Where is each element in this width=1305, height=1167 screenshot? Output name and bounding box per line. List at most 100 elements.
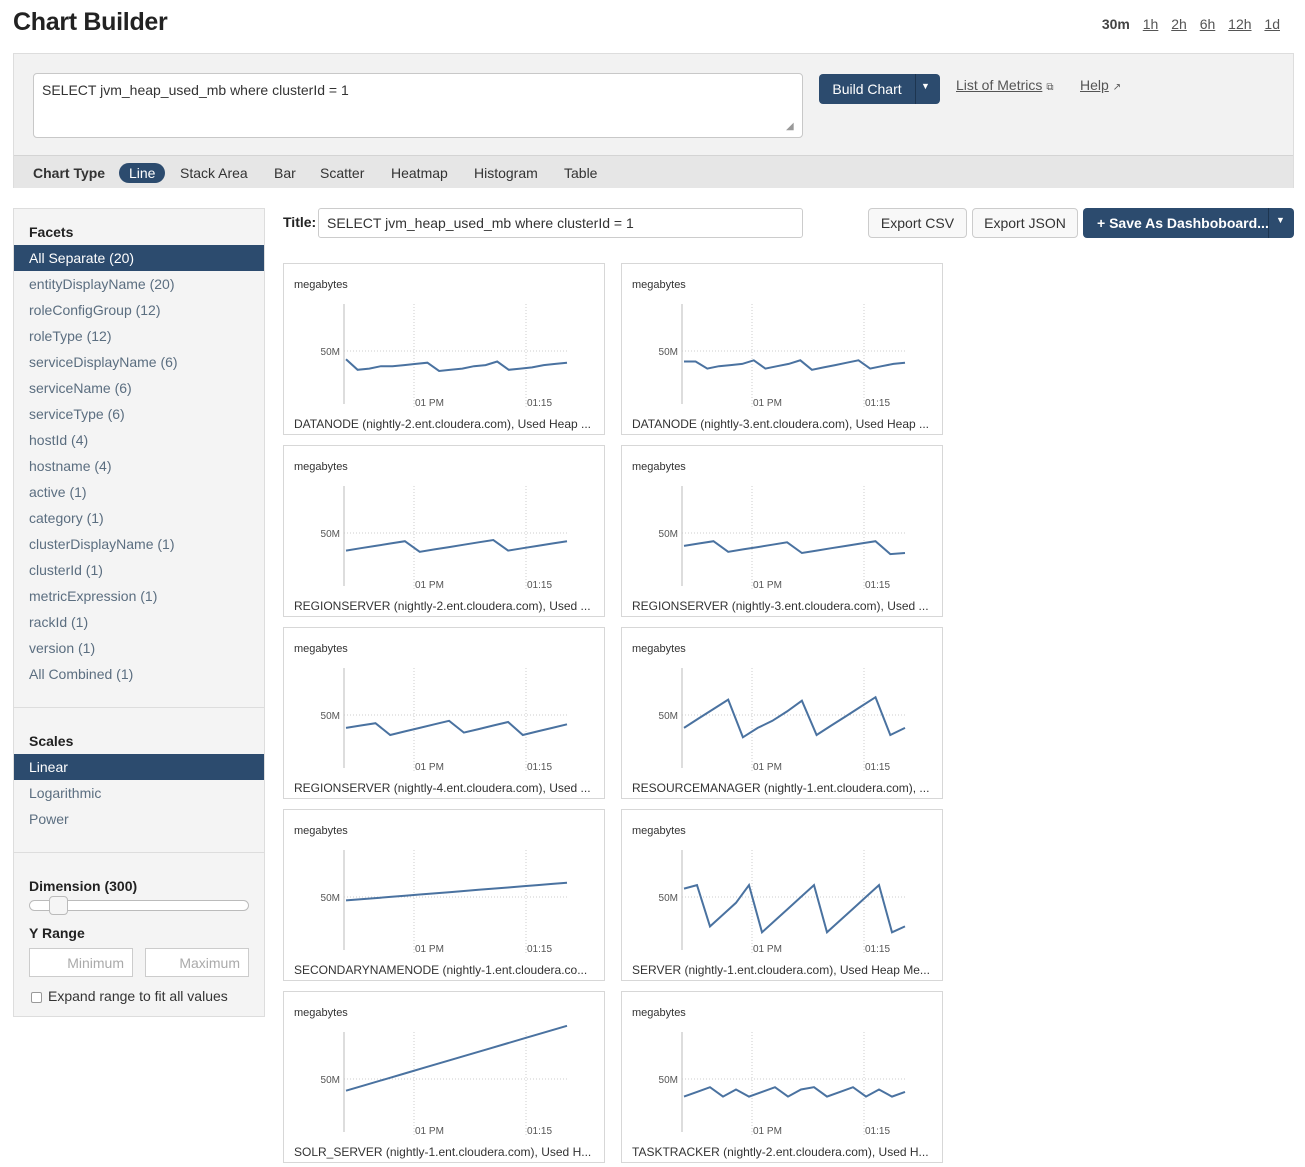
time-range-2h[interactable]: 2h — [1171, 16, 1187, 32]
y-range-min-input[interactable] — [29, 948, 133, 977]
chart-card[interactable]: megabytes 50M 01 PM 01:15 RESOURCEMANAGER (n… — [621, 627, 943, 799]
line-chart: megabytes 50M 01 PM 01:15 — [632, 1007, 907, 1137]
y-axis-label: megabytes — [294, 279, 348, 291]
time-range-6h[interactable]: 6h — [1199, 16, 1216, 32]
line-chart: megabytes 50M 01 PM 01:15 — [632, 825, 907, 955]
series-line — [683, 695, 906, 739]
series-line — [683, 882, 906, 935]
x-tick-label: 01 PM — [753, 944, 782, 955]
facet-item[interactable]: version (1) — [29, 640, 96, 656]
line-chart: megabytes 50M 01 PM 01:15 — [294, 461, 569, 591]
facet-item[interactable]: category (1) — [29, 510, 104, 526]
y-tick-label: 50M — [321, 347, 340, 358]
facet-item[interactable]: clusterDisplayName (1) — [29, 536, 175, 552]
x-tick-label: 01 PM — [415, 762, 444, 773]
chart-type-scatter[interactable]: Scatter — [320, 165, 365, 181]
y-tick-label: 50M — [659, 347, 678, 358]
line-chart: megabytes 50M 01 PM 01:15 — [294, 643, 569, 773]
chevron-down-icon[interactable]: ▼ — [921, 81, 930, 91]
facet-item[interactable]: hostId (4) — [29, 432, 89, 448]
y-tick-label: 50M — [659, 1075, 678, 1086]
x-tick-label: 01:15 — [865, 944, 890, 955]
time-range-1d[interactable]: 1d — [1264, 16, 1280, 32]
expand-range-checkbox[interactable] — [31, 992, 42, 1003]
chart-card[interactable]: megabytes 50M 01 PM 01:15 SOLR_SERVER (night… — [283, 991, 605, 1163]
x-tick-label: 01:15 — [527, 1126, 552, 1137]
facet-item[interactable]: metricExpression (1) — [29, 588, 158, 604]
facet-item[interactable]: serviceDisplayName (6) — [29, 354, 178, 370]
chart-caption: REGIONSERVER (nightly-3.ent.cloudera.com… — [632, 599, 929, 613]
query-input[interactable]: SELECT jvm_heap_used_mb where clusterId … — [33, 73, 803, 138]
facet-item[interactable]: All Separate (20) — [14, 245, 264, 271]
y-axis-label: megabytes — [294, 1007, 348, 1019]
chevron-down-icon[interactable]: ▼ — [1276, 215, 1285, 225]
query-panel: SELECT jvm_heap_used_mb where clusterId … — [13, 53, 1294, 188]
chart-card[interactable]: megabytes 50M 01 PM 01:15 TASKTRACKER (night… — [621, 991, 943, 1163]
series-line — [683, 540, 906, 556]
chart-caption: REGIONSERVER (nightly-2.ent.cloudera.com… — [294, 599, 591, 613]
facet-item[interactable]: All Combined (1) — [29, 666, 134, 682]
facet-item[interactable]: clusterId (1) — [29, 562, 103, 578]
x-tick-label: 01 PM — [415, 398, 444, 409]
divider — [14, 707, 264, 708]
chart-type-bar-option[interactable]: Bar — [274, 165, 296, 181]
resize-grip-icon[interactable]: ◢ — [786, 121, 794, 132]
chart-card[interactable]: megabytes 50M 01 PM 01:15 REGIONSERVER (nigh… — [621, 445, 943, 617]
line-chart: megabytes 50M 01 PM 01:15 — [294, 279, 569, 409]
save-as-dashboard-button[interactable]: + Save As Dashboboard... ▼ — [1083, 208, 1294, 238]
help-label: Help — [1080, 77, 1109, 93]
dimension-slider-handle[interactable] — [49, 896, 68, 915]
chart-type-table[interactable]: Table — [564, 165, 598, 181]
chart-type-stack-area[interactable]: Stack Area — [180, 165, 248, 181]
facet-item[interactable]: active (1) — [29, 484, 87, 500]
scale-item-linear[interactable]: Linear — [14, 754, 264, 780]
scale-item-logarithmic[interactable]: Logarithmic — [29, 785, 102, 801]
chart-card[interactable]: megabytes 50M 01 PM 01:15 SECONDARYNAMENODE … — [283, 809, 605, 981]
expand-range-label: Expand range to fit all values — [48, 988, 228, 1004]
chart-title-input[interactable] — [318, 208, 803, 238]
x-tick-label: 01:15 — [527, 398, 552, 409]
list-of-metrics-link[interactable]: List of Metrics ⧉ — [956, 77, 1054, 93]
facet-item[interactable]: rackId (1) — [29, 614, 89, 630]
facet-item[interactable]: serviceType (6) — [29, 406, 125, 422]
time-range-12h[interactable]: 12h — [1228, 16, 1252, 32]
facet-item[interactable]: serviceName (6) — [29, 380, 132, 396]
chart-card[interactable]: megabytes 50M 01 PM 01:15 DATANODE (nightly-… — [621, 263, 943, 435]
y-tick-label: 50M — [321, 529, 340, 540]
chart-card[interactable]: megabytes 50M 01 PM 01:15 DATANODE (nightly-… — [283, 263, 605, 435]
title-label: Title: — [283, 214, 317, 230]
y-axis-label: megabytes — [294, 643, 348, 655]
chart-type-line[interactable]: Line — [119, 163, 166, 183]
build-chart-button[interactable]: Build Chart ▼ — [819, 74, 940, 104]
facet-item[interactable]: roleConfigGroup (12) — [29, 302, 161, 318]
facet-item[interactable]: roleType (12) — [29, 328, 112, 344]
y-range-max-input[interactable] — [145, 948, 249, 977]
chart-caption: RESOURCEMANAGER (nightly-1.ent.cloudera.… — [632, 781, 930, 795]
chart-caption: TASKTRACKER (nightly-2.ent.cloudera.com)… — [632, 1145, 929, 1159]
y-range-label: Y Range — [29, 925, 85, 941]
help-link[interactable]: Help ↗ — [1080, 77, 1121, 93]
export-json-button[interactable]: Export JSON — [972, 208, 1078, 238]
chart-type-histogram[interactable]: Histogram — [474, 165, 538, 181]
chart-type-heatmap[interactable]: Heatmap — [391, 165, 448, 181]
dimension-slider[interactable] — [29, 900, 249, 911]
time-range-1h[interactable]: 1h — [1142, 16, 1159, 32]
x-tick-label: 01:15 — [527, 762, 552, 773]
chart-card[interactable]: megabytes 50M 01 PM 01:15 REGIONSERVER (nigh… — [283, 445, 605, 617]
facet-item[interactable]: hostname (4) — [29, 458, 112, 474]
x-tick-label: 01 PM — [415, 580, 444, 591]
export-csv-button[interactable]: Export CSV — [868, 208, 967, 238]
series-line — [345, 538, 568, 553]
y-axis-label: megabytes — [632, 1007, 686, 1019]
facet-item[interactable]: entityDisplayName (20) — [29, 276, 175, 292]
series-line — [683, 1086, 906, 1098]
x-tick-label: 01 PM — [753, 1126, 782, 1137]
y-tick-label: 50M — [321, 1075, 340, 1086]
chart-card[interactable]: megabytes 50M 01 PM 01:15 REGIONSERVER (nigh… — [283, 627, 605, 799]
series-line — [345, 719, 568, 737]
line-chart: megabytes 50M 01 PM 01:15 — [632, 461, 907, 591]
scale-item-power[interactable]: Power — [29, 811, 69, 827]
chart-card[interactable]: megabytes 50M 01 PM 01:15 SERVER (nightly-1.… — [621, 809, 943, 981]
x-tick-label: 01 PM — [753, 580, 782, 591]
time-range-30m[interactable]: 30m — [1101, 16, 1130, 32]
